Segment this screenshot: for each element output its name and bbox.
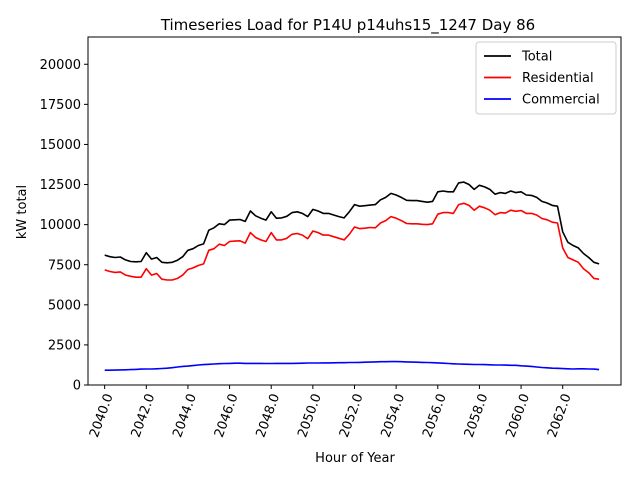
y-axis-label: kW total	[15, 185, 30, 239]
legend-label-commercial: Commercial	[522, 93, 600, 108]
chart-title: Timeseries Load for P14U p14uhs15_1247 D…	[160, 16, 535, 35]
plot-frame	[87, 36, 622, 386]
y-tick-label: 2500	[48, 338, 81, 353]
y-axis: 0 2500 5000 7500 10000 12500 15000 17500 20000	[40, 58, 88, 394]
legend-label-residential: Residential	[522, 71, 594, 86]
series-line-total	[104, 181, 600, 265]
y-tick-label: 17500	[40, 98, 81, 113]
y-tick-label: 7500	[48, 258, 81, 273]
series-line-residential	[104, 202, 600, 281]
y-tick-label: 5000	[48, 298, 81, 313]
plot-area	[104, 181, 600, 372]
legend: Total Residential Commercial	[475, 41, 617, 115]
y-tick-label: 0	[73, 379, 81, 394]
y-tick-label: 15000	[40, 138, 81, 153]
legend-box	[475, 41, 617, 115]
y-tick-label: 20000	[40, 58, 81, 73]
y-tick-label: 10000	[40, 218, 81, 233]
y-tick-label: 12500	[40, 178, 81, 193]
series-line-commercial	[104, 360, 600, 372]
x-axis-label: Hour of Year	[315, 451, 395, 466]
legend-label-total: Total	[521, 50, 552, 65]
